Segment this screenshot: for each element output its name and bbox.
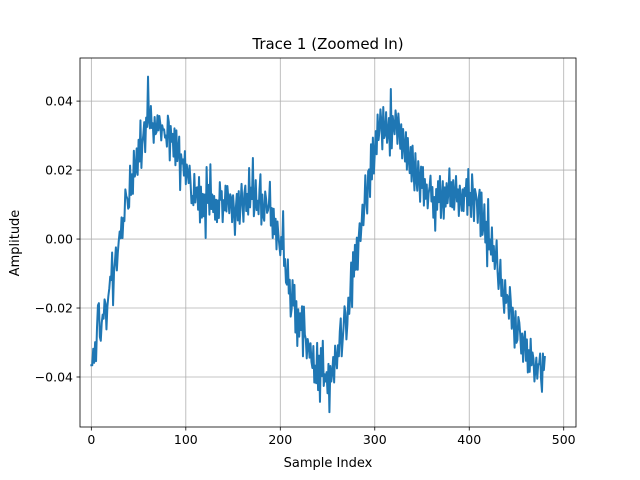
series-layer [90, 75, 546, 414]
x-tick-label: 200 [268, 432, 292, 447]
x-tick-label: 400 [457, 432, 481, 447]
grid [80, 58, 576, 427]
y-axis-label: Amplitude [8, 210, 23, 277]
ticks: 0 100 200 300 400 500 −0.04 −0.02 0.00 0.02 0.04 [35, 94, 576, 447]
chart-title: Trace 1 (Zoomed In) [251, 35, 403, 53]
y-tick-label: −0.02 [35, 301, 73, 316]
plot-frame [79, 57, 577, 428]
y-tick-label: 0.00 [45, 232, 73, 247]
x-tick-label: 300 [363, 432, 387, 447]
y-tick-label: 0.04 [45, 94, 73, 109]
x-tick-label: 0 [87, 432, 95, 447]
x-tick-label: 500 [552, 432, 576, 447]
x-axis-label: Sample Index [284, 456, 373, 471]
y-tick-label: 0.02 [45, 163, 73, 178]
y-tick-label: −0.04 [35, 369, 73, 384]
series-line [90, 75, 546, 414]
x-tick-label: 100 [174, 432, 198, 447]
